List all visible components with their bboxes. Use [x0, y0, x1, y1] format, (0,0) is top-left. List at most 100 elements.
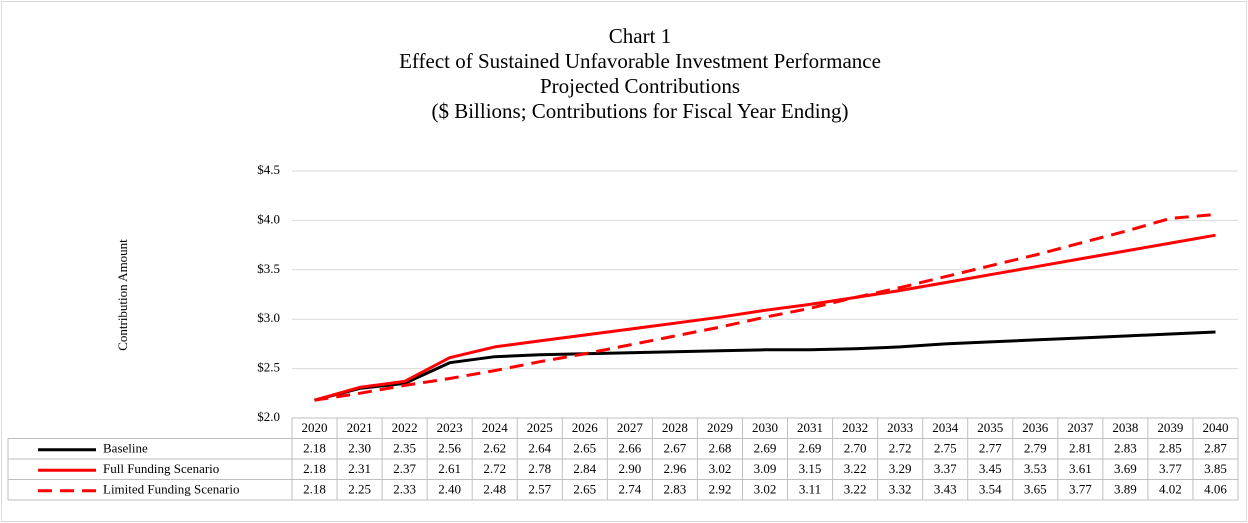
y-tick-label: $2.0: [257, 409, 280, 424]
table-value: 2.66: [618, 441, 641, 456]
table-value: 2.65: [573, 482, 596, 497]
table-value: 2.68: [709, 441, 732, 456]
table-value: 2.83: [1114, 441, 1137, 456]
x-tick-label: 2037: [1067, 420, 1094, 435]
y-tick-label: $4.5: [257, 162, 280, 177]
x-tick-label: 2023: [437, 420, 463, 435]
table-value: 3.09: [754, 461, 777, 476]
table-value: 3.32: [889, 482, 912, 497]
table-value: 2.92: [709, 482, 732, 497]
x-tick-label: 2029: [707, 420, 733, 435]
x-tick-label: 2039: [1157, 420, 1183, 435]
table-value: 2.69: [799, 441, 822, 456]
table-value: 3.89: [1114, 482, 1137, 497]
table-value: 3.65: [1024, 482, 1047, 497]
table-value: 3.02: [754, 482, 777, 497]
table-value: 2.67: [664, 441, 687, 456]
y-tick-label: $3.5: [257, 261, 280, 276]
chart-title: Chart 1: [609, 24, 671, 48]
table-value: 3.29: [889, 461, 912, 476]
chart-title: ($ Billions; Contributions for Fiscal Ye…: [431, 99, 848, 123]
x-tick-label: 2033: [887, 420, 913, 435]
table-value: 2.37: [393, 461, 416, 476]
table-value: 3.69: [1114, 461, 1137, 476]
table-value: 2.48: [483, 482, 506, 497]
table-value: 2.70: [844, 441, 867, 456]
table-value: 2.72: [889, 441, 912, 456]
table-value: 3.22: [844, 482, 867, 497]
x-tick-label: 2030: [752, 420, 778, 435]
table-value: 2.64: [528, 441, 551, 456]
x-tick-label: 2034: [932, 420, 959, 435]
table-value: 3.11: [799, 482, 821, 497]
table-value: 2.35: [393, 441, 416, 456]
table-value: 2.31: [348, 461, 371, 476]
table-value: 3.61: [1069, 461, 1092, 476]
legend-label: Limited Funding Scenario: [103, 482, 239, 497]
x-tick-label: 2040: [1202, 420, 1228, 435]
x-tick-label: 2021: [347, 420, 373, 435]
table-value: 2.33: [393, 482, 416, 497]
table-value: 2.81: [1069, 441, 1092, 456]
legend-label: Baseline: [103, 441, 148, 456]
table-value: 2.25: [348, 482, 371, 497]
table-value: 2.96: [664, 461, 687, 476]
table-value: 2.74: [618, 482, 641, 497]
table-value: 3.45: [979, 461, 1002, 476]
x-tick-label: 2024: [482, 420, 509, 435]
table-value: 4.02: [1159, 482, 1182, 497]
table-value: 3.37: [934, 461, 957, 476]
table-value: 2.78: [528, 461, 551, 476]
table-value: 2.90: [618, 461, 641, 476]
table-value: 2.61: [438, 461, 461, 476]
table-value: 2.79: [1024, 441, 1047, 456]
table-value: 3.22: [844, 461, 867, 476]
table-value: 3.85: [1204, 461, 1227, 476]
y-tick-label: $2.5: [257, 360, 280, 375]
table-value: 2.18: [303, 461, 326, 476]
x-tick-label: 2035: [977, 420, 1003, 435]
x-tick-label: 2031: [797, 420, 823, 435]
y-tick-label: $3.0: [257, 310, 280, 325]
table-value: 2.75: [934, 441, 957, 456]
y-tick-label: $4.0: [257, 211, 280, 226]
table-value: 2.84: [573, 461, 596, 476]
table-value: 2.85: [1159, 441, 1182, 456]
x-tick-label: 2032: [842, 420, 868, 435]
x-tick-label: 2025: [527, 420, 553, 435]
table-value: 2.83: [664, 482, 687, 497]
x-tick-label: 2020: [302, 420, 328, 435]
table-value: 2.18: [303, 441, 326, 456]
table-value: 3.53: [1024, 461, 1047, 476]
table-value: 2.18: [303, 482, 326, 497]
table-value: 2.77: [979, 441, 1002, 456]
table-value: 2.65: [573, 441, 596, 456]
chart-title: Effect of Sustained Unfavorable Investme…: [399, 49, 881, 73]
x-tick-label: 2036: [1022, 420, 1049, 435]
table-value: 3.77: [1159, 461, 1182, 476]
table-value: 2.40: [438, 482, 461, 497]
series-line: [314, 233, 1216, 402]
table-value: 2.30: [348, 441, 371, 456]
x-tick-label: 2027: [617, 420, 644, 435]
table-value: 2.69: [754, 441, 777, 456]
x-tick-label: 2022: [392, 420, 418, 435]
legend-label: Full Funding Scenario: [103, 461, 219, 476]
table-value: 2.87: [1204, 441, 1227, 456]
table-value: 3.02: [709, 461, 732, 476]
x-tick-label: 2028: [662, 420, 688, 435]
y-axis-title: Contribution Amount: [115, 239, 130, 351]
series-line: [314, 330, 1216, 402]
table-value: 2.57: [528, 482, 551, 497]
table-value: 3.15: [799, 461, 822, 476]
table-value: 2.62: [483, 441, 506, 456]
table-value: 4.06: [1204, 482, 1227, 497]
table-value: 2.72: [483, 461, 506, 476]
x-tick-label: 2026: [572, 420, 599, 435]
x-tick-label: 2038: [1112, 420, 1138, 435]
table-value: 3.54: [979, 482, 1002, 497]
table-value: 3.77: [1069, 482, 1092, 497]
chart-title: Projected Contributions: [540, 74, 740, 98]
